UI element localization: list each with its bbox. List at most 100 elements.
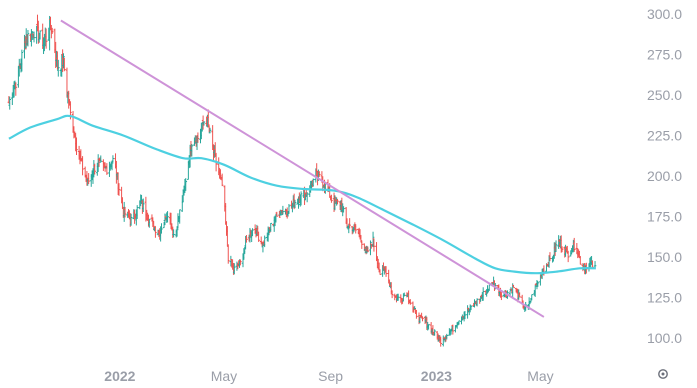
ohlc-bar — [371, 231, 375, 248]
ohlc-bar — [481, 287, 485, 301]
ohlc-bar — [151, 217, 155, 227]
ohlc-bar — [518, 292, 521, 298]
ohlc-bar — [451, 324, 455, 335]
ohlc-bar — [293, 199, 297, 209]
ohlc-bar — [135, 205, 139, 219]
y-tick-label: 100.0 — [647, 330, 682, 346]
y-tick-label: 125.0 — [647, 290, 682, 306]
ohlc-bar — [129, 213, 133, 226]
ohlc-bar — [442, 335, 445, 347]
moving-average-line — [8, 114, 596, 275]
ohlc-bar — [530, 294, 534, 300]
ohlc-bar — [148, 218, 151, 228]
ohlc-bar — [457, 320, 461, 325]
ohlc-bar — [487, 284, 491, 291]
ohlc-bar — [463, 311, 467, 320]
chart-settings-button[interactable] — [658, 369, 668, 379]
ohlc-bar — [512, 284, 515, 289]
ohlc-bar — [266, 226, 270, 242]
ohlc-bar — [163, 213, 167, 226]
ohlc-bar — [123, 206, 127, 218]
ohlc-bar — [402, 292, 406, 297]
ohlc-bar — [287, 204, 291, 214]
ohlc-bar — [366, 246, 370, 253]
y-tick-label: 175.0 — [647, 209, 682, 225]
ohlc-bar — [560, 246, 564, 253]
ohlc-bar — [99, 155, 103, 163]
ohlc-bar — [384, 266, 388, 277]
ohlc-bar — [469, 305, 473, 311]
ohlc-bar — [87, 173, 90, 185]
ohlc-bar — [369, 240, 372, 256]
ohlc-bar — [431, 325, 435, 336]
ohlc-bar — [56, 59, 60, 77]
ohlc-bar — [233, 263, 236, 275]
ohlc-bar — [178, 209, 181, 224]
ohlc-bar — [281, 205, 285, 216]
trendline — [60, 19, 545, 318]
ohlc-bar — [239, 259, 242, 266]
ohlc-bar — [360, 240, 364, 249]
ohlc-bar — [111, 155, 115, 163]
ohlc-bar — [62, 53, 65, 69]
ohlc-bar — [370, 243, 373, 249]
ohlc-bar — [224, 203, 227, 225]
ohlc-bar — [38, 30, 42, 40]
ohlc-bar — [32, 31, 36, 43]
ohlc-bar — [500, 291, 503, 301]
ohlc-bar — [207, 109, 210, 128]
ohlc-bar — [421, 316, 424, 322]
ohlc-bar — [299, 191, 303, 206]
ohlc-bar — [166, 211, 169, 223]
ohlc-bar — [330, 194, 333, 203]
ohlc-bar — [44, 28, 48, 49]
ohlc-bars — [7, 14, 597, 347]
y-tick-label: 200.0 — [647, 168, 682, 184]
ohlc-bar — [275, 211, 279, 217]
ohlc-bar — [372, 238, 376, 252]
ohlc-bar — [318, 171, 321, 177]
ohlc-bar — [396, 293, 400, 301]
ohlc-bar — [30, 31, 34, 40]
ohlc-bar — [26, 30, 30, 47]
y-tick-label: 150.0 — [647, 249, 682, 265]
ohlc-bar — [348, 218, 351, 229]
ohlc-bar — [8, 96, 12, 110]
ohlc-bar — [554, 240, 558, 253]
y-tick-label: 250.0 — [647, 87, 682, 103]
y-tick-label: 275.0 — [647, 47, 682, 63]
ohlc-bar — [439, 336, 442, 347]
ohlc-bar — [548, 252, 552, 262]
x-tick-label: May — [211, 368, 237, 384]
ohlc-bar — [415, 310, 418, 319]
x-tick-label: 2022 — [104, 368, 135, 384]
ohlc-bar — [278, 209, 282, 216]
ohlc-bar — [20, 49, 24, 72]
ohlc-bar — [202, 121, 206, 126]
ohlc-bar — [14, 82, 18, 96]
ohlc-bar — [208, 127, 212, 134]
ohlc-bar — [117, 183, 121, 196]
ohlc-bar — [11, 92, 14, 106]
ohlc-bar — [63, 57, 66, 72]
ohlc-bar — [433, 329, 436, 336]
ohlc-bar — [579, 255, 582, 265]
ohlc-bar — [184, 178, 188, 191]
ohlc-bar — [390, 290, 394, 299]
ohlc-bar — [81, 156, 84, 176]
ohlc-bar — [305, 192, 309, 203]
gear-icon — [658, 369, 668, 379]
ohlc-bar — [354, 224, 358, 234]
ohlc-bar — [389, 282, 393, 295]
ohlc-bar — [445, 333, 449, 340]
ohlc-bar — [536, 280, 540, 287]
ohlc-bar — [172, 229, 175, 238]
ohlc-bar — [93, 163, 97, 175]
ohlc-bar — [245, 235, 248, 243]
ohlc-bar — [190, 143, 194, 157]
ohlc-bar — [378, 269, 382, 275]
x-tick-label: Sep — [318, 368, 343, 384]
ohlc-bar — [336, 198, 339, 205]
